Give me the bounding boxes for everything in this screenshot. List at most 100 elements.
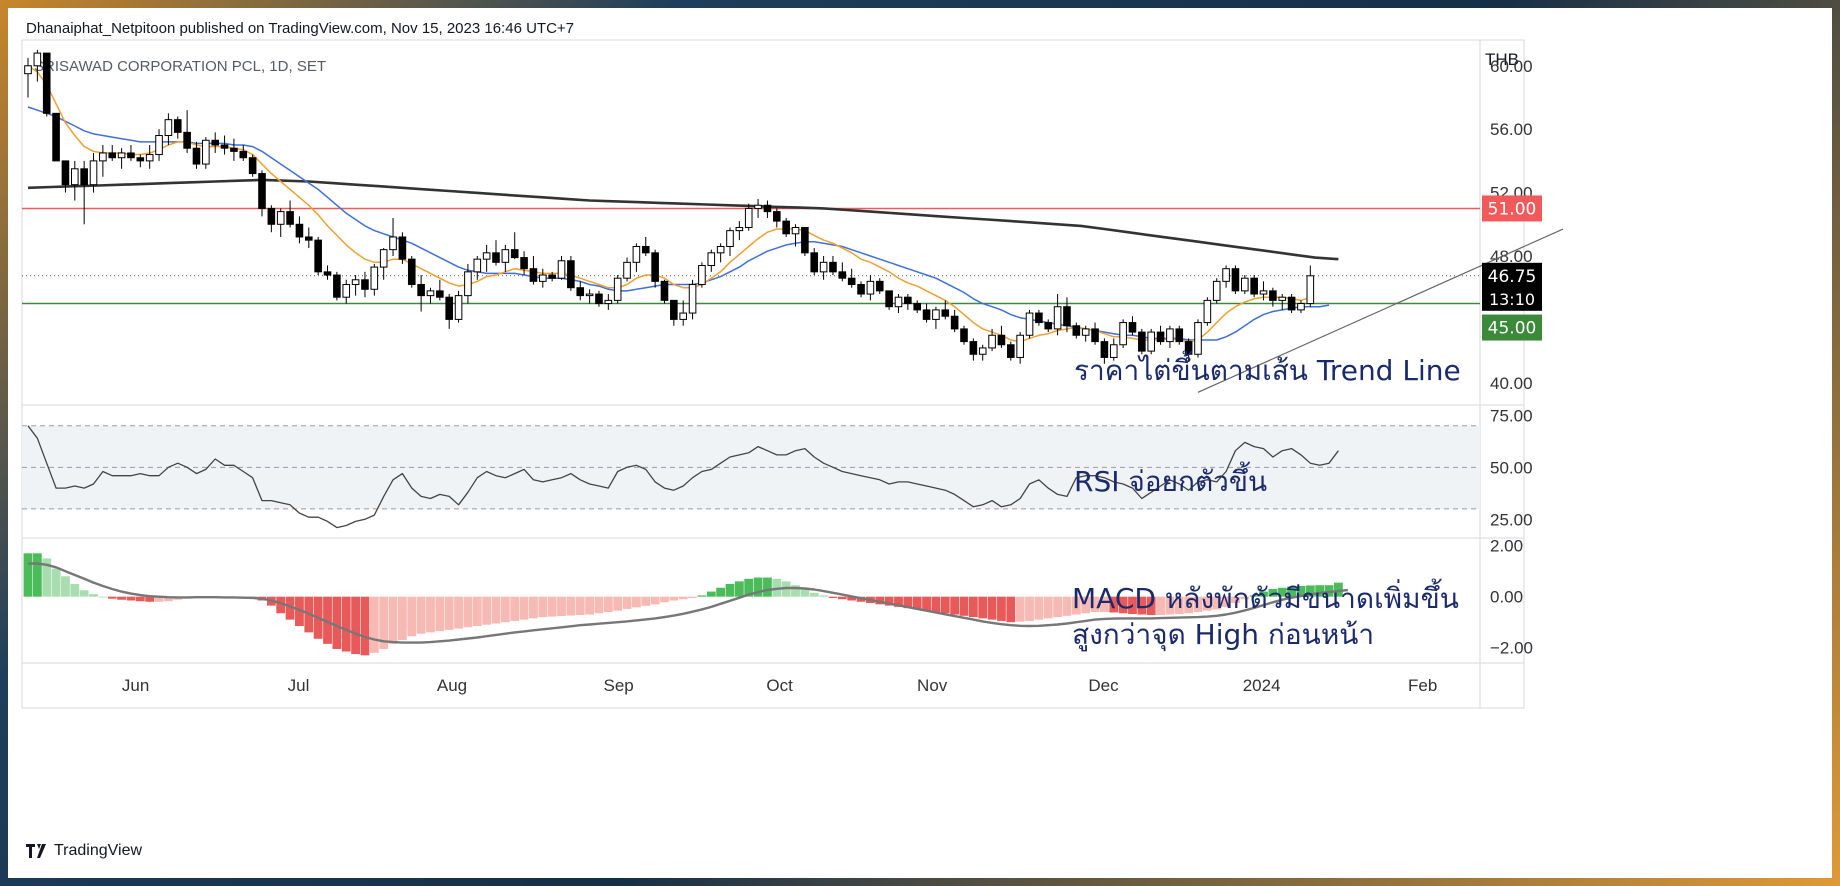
candle-body <box>913 303 922 311</box>
candle-body <box>1072 325 1081 336</box>
macd-histogram-bar <box>285 596 295 620</box>
support-price-tag: 45.00 <box>1488 319 1537 339</box>
candle-body <box>1147 331 1156 352</box>
macd-histogram-bar <box>463 596 473 628</box>
candle-body <box>1297 303 1305 311</box>
macd-histogram-bar <box>1165 596 1175 615</box>
macd-histogram-bar <box>1212 596 1222 610</box>
price-tick-label: 56.00 <box>1490 120 1533 139</box>
macd-histogram-bar <box>875 596 885 605</box>
macd-histogram-bar <box>1006 596 1016 623</box>
macd-histogram-bar <box>332 596 342 649</box>
macd-histogram-bar <box>688 596 697 598</box>
macd-histogram-bar <box>323 596 332 644</box>
candle-body <box>904 296 912 305</box>
candle-body <box>239 150 248 159</box>
resistance-price-tag: 51.00 <box>1488 199 1537 219</box>
macd-histogram-bar <box>744 578 754 597</box>
candle-body <box>370 266 379 290</box>
macd-histogram-bar <box>98 596 108 598</box>
candle-body <box>426 290 435 297</box>
candle-body <box>773 211 781 222</box>
candle-body <box>520 257 528 270</box>
candle-body <box>89 160 98 186</box>
candle-body <box>52 112 60 162</box>
macd-histogram-bar <box>734 581 744 597</box>
candle-body <box>342 284 351 298</box>
candle-body <box>866 280 875 295</box>
macd-histogram-bar <box>557 596 566 617</box>
candle-body <box>155 135 163 156</box>
macd-histogram-bar <box>126 596 136 601</box>
macd-histogram-bar <box>454 596 463 629</box>
candle-body <box>829 261 837 273</box>
candle-body <box>1259 290 1268 295</box>
support-price-tag-bg <box>1482 314 1542 341</box>
candle-body <box>726 230 734 247</box>
macd-histogram-bar <box>931 596 941 612</box>
candle-body <box>482 252 491 260</box>
candle-body <box>379 249 388 268</box>
macd-signal-line <box>28 562 1348 644</box>
macd-histogram-bar <box>613 596 623 611</box>
macd-histogram-bar <box>1015 596 1025 622</box>
macd-histogram-bar <box>940 596 950 614</box>
time-tick-label: Jul <box>288 676 310 695</box>
candle-body <box>969 341 978 355</box>
macd-histogram-bar <box>1334 582 1343 597</box>
candle-body <box>248 157 257 175</box>
time-tick-label: Dec <box>1088 676 1119 695</box>
macd-histogram-bar <box>295 596 304 627</box>
last-price-label: 46.75 <box>1488 267 1537 287</box>
candle-body <box>1156 331 1165 343</box>
candle-body <box>510 249 519 259</box>
macd-histogram-bar <box>276 596 286 614</box>
macd-histogram-bar <box>763 577 772 597</box>
macd-tick-label: 0.00 <box>1490 588 1523 607</box>
candle-body <box>754 204 762 209</box>
macd-histogram-bar <box>360 596 370 656</box>
macd-tick-label: −2.00 <box>1490 639 1533 658</box>
candle-body <box>875 280 884 292</box>
macd-histogram-bar <box>70 583 80 597</box>
macd-histogram-bar <box>669 596 679 601</box>
candle-body <box>192 147 201 165</box>
candle-body <box>389 236 397 251</box>
macd-histogram-bar <box>42 558 52 597</box>
macd-histogram-bar <box>79 590 89 597</box>
chart-frame: Dhanaiphat_Netpitoon published on Tradin… <box>8 8 1832 878</box>
macd-histogram-bar <box>922 596 931 611</box>
macd-histogram-bar <box>650 596 660 605</box>
candle-body <box>473 258 482 273</box>
candle-body <box>1016 334 1024 358</box>
macd-histogram-bar <box>1025 596 1034 621</box>
candle-body <box>716 245 725 254</box>
candle-body <box>99 152 107 162</box>
candle-body <box>1025 312 1034 336</box>
candle-body <box>1203 299 1212 324</box>
candle-body <box>782 220 790 235</box>
time-tick-label: Nov <box>917 676 948 695</box>
candle-body <box>173 119 182 133</box>
candle-body <box>585 293 594 297</box>
macd-histogram-bar <box>1221 596 1231 607</box>
macd-histogram-bar <box>491 596 501 624</box>
macd-histogram-bar <box>585 596 594 615</box>
macd-histogram-bar <box>1071 596 1081 615</box>
candle-body <box>1081 328 1090 336</box>
candle-body <box>1184 341 1193 355</box>
candle-body <box>960 328 968 343</box>
countdown-label: 13:10 <box>1489 290 1535 309</box>
macd-histogram-bar <box>1100 596 1109 612</box>
candle-body <box>735 226 744 232</box>
symbol-title: SRISAWAD CORPORATION PCL, 1D, SET <box>34 58 326 75</box>
candle-body <box>71 168 79 186</box>
macd-histogram-bar <box>472 596 482 627</box>
macd-histogram-bar <box>884 596 894 606</box>
macd-histogram-bar <box>753 577 763 597</box>
time-tick-label: Feb <box>1408 676 1437 695</box>
macd-histogram-bar <box>519 596 529 620</box>
candle-body <box>164 119 173 137</box>
candle-body <box>314 239 322 273</box>
macd-histogram-bar <box>117 596 126 600</box>
